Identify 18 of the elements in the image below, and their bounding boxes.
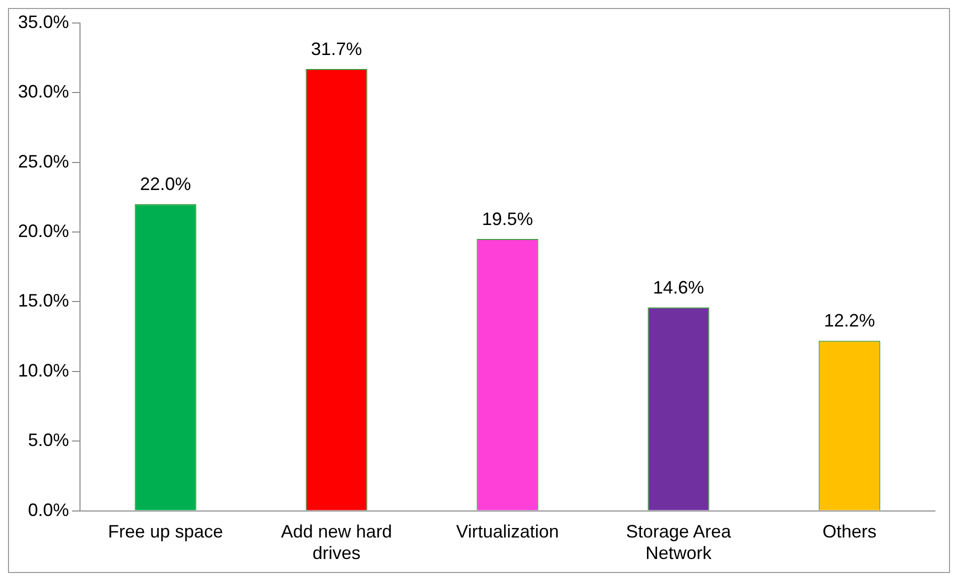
y-tick-label: 5.0%: [28, 430, 70, 450]
y-tick-label: 0.0%: [28, 500, 70, 520]
x-tick-label: Virtualization: [456, 522, 559, 542]
data-label: 22.0%: [140, 174, 192, 194]
y-tick-label: 15.0%: [18, 290, 70, 311]
y-tick-label: 10.0%: [18, 360, 70, 380]
data-label: 19.5%: [482, 208, 534, 229]
x-tick-label: Storage Area Network: [626, 522, 732, 564]
y-tick-label: 35.0%: [18, 12, 70, 32]
x-tick-label: Add new hard drives: [280, 522, 392, 564]
data-label: 14.6%: [652, 277, 704, 298]
x-tick-label: Free up space: [108, 522, 224, 542]
y-tick-label: 25.0%: [18, 151, 70, 172]
data-label: 31.7%: [311, 38, 362, 59]
data-label: 12.2%: [824, 310, 876, 331]
y-tick-label: 30.0%: [18, 82, 70, 102]
x-tick-label: Others: [822, 522, 877, 542]
y-tick-label: 20.0%: [18, 221, 70, 242]
